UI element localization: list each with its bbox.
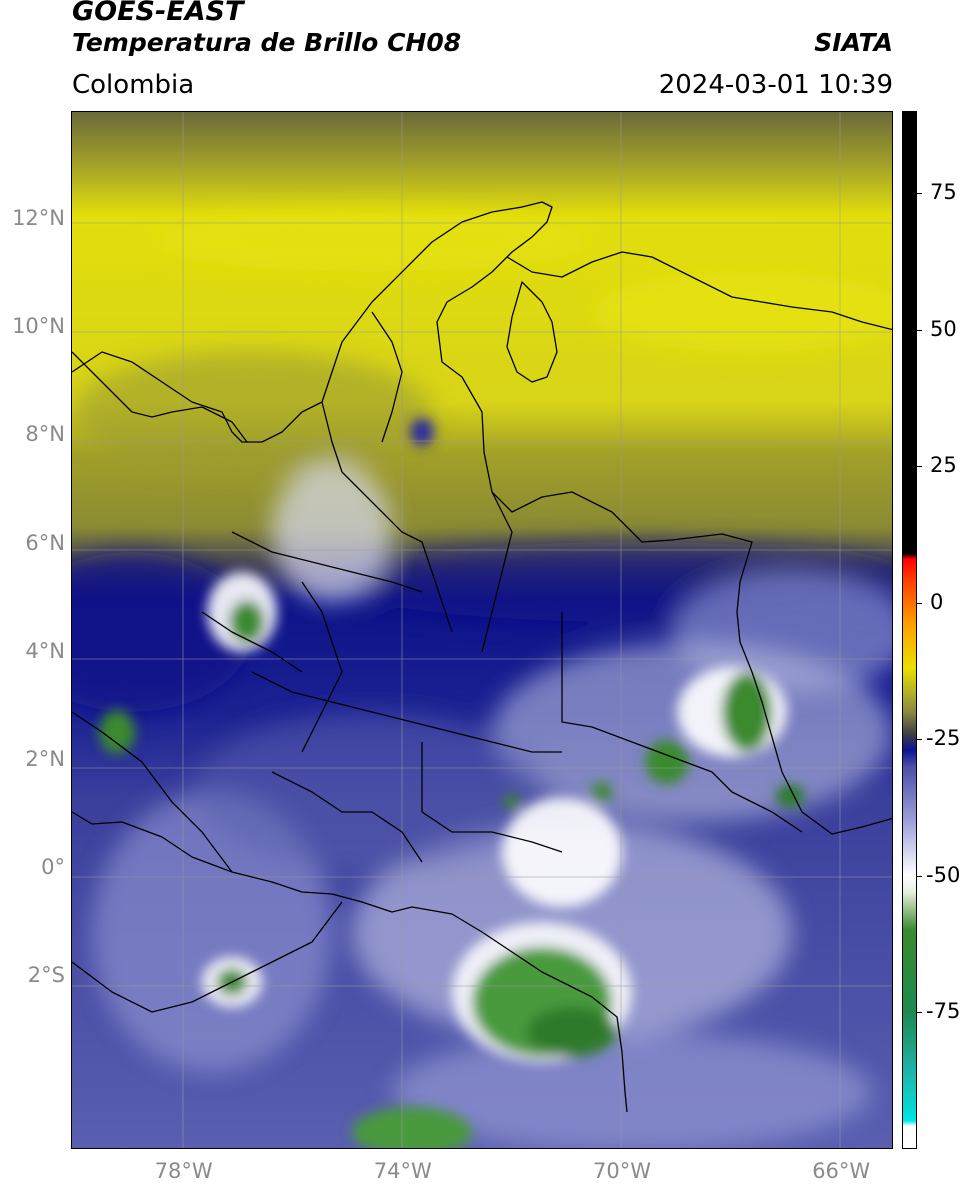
- internal-dept-9: [301, 581, 343, 753]
- internal-dept-6: [371, 311, 403, 443]
- product-title: Temperatura de Brillo CH08: [72, 28, 462, 57]
- lat-tick-label: 0°: [41, 854, 65, 879]
- borders: [72, 201, 892, 1113]
- lon-tick-label: 78°W: [154, 1159, 213, 1183]
- internal-dept-7: [481, 491, 513, 653]
- lake-maracaibo: [506, 281, 558, 383]
- convective-cores: [99, 418, 804, 1148]
- internal-dept-4: [421, 742, 563, 853]
- internal-dept-5: [271, 771, 423, 863]
- lat-tick-label: 12°N: [12, 206, 65, 231]
- lat-tick-label: 6°N: [25, 530, 65, 555]
- region-label: Colombia: [72, 70, 195, 100]
- internal-dept-1: [321, 401, 453, 633]
- colombia-south-border: [72, 811, 628, 1113]
- lat-tick-label: 4°N: [25, 638, 65, 663]
- lat-tick-label: 10°N: [12, 314, 65, 339]
- colorbar-tick-label: -25: [926, 726, 961, 751]
- cloud-field: [72, 212, 892, 1148]
- lon-tick-label: 66°W: [812, 1159, 871, 1183]
- brightness-temperature-map: [72, 112, 892, 1148]
- colorbar-tick-mark: [917, 466, 922, 468]
- internal-dept-3: [251, 671, 562, 753]
- colorbar-tick-mark: [917, 329, 922, 331]
- colorbar-tick-label: -50: [926, 862, 961, 887]
- colombia-border: [72, 201, 892, 835]
- colorbar-tick-mark: [917, 602, 922, 604]
- brazil-border: [561, 612, 803, 833]
- brand-label: SIATA: [814, 28, 893, 57]
- internal-dept-2: [231, 531, 423, 593]
- colorbar-tick-label: 25: [930, 453, 957, 478]
- ecuador-border: [72, 711, 233, 873]
- peru-border: [72, 901, 343, 1013]
- lat-tick-label: 2°S: [27, 963, 65, 987]
- colorbar: [902, 111, 917, 1149]
- colorbar-tick-label: 75: [930, 179, 957, 204]
- lat-tick-label: 2°N: [25, 746, 65, 771]
- colorbar-tick-label: -75: [926, 999, 961, 1024]
- map-panel: [71, 111, 893, 1149]
- lon-tick-label: 74°W: [373, 1159, 432, 1183]
- colorbar-tick-mark: [917, 875, 922, 877]
- colorbar-tick-label: 0: [930, 589, 944, 614]
- lat-tick-label: 8°N: [25, 422, 65, 447]
- venezuela-coast: [506, 251, 892, 331]
- satellite-title: GOES-EAST: [72, 0, 244, 27]
- lon-tick-label: 70°W: [593, 1159, 651, 1183]
- colorbar-tick-label: 50: [930, 316, 957, 341]
- gridlines: [72, 112, 892, 1148]
- datetime-label: 2024-03-01 10:39: [658, 70, 893, 100]
- colorbar-tick-mark: [917, 1012, 922, 1014]
- colorbar-tick-mark: [917, 739, 922, 741]
- colorbar-tick-mark: [917, 192, 922, 194]
- internal-dept-8: [201, 611, 303, 673]
- panama-coast: [72, 351, 248, 443]
